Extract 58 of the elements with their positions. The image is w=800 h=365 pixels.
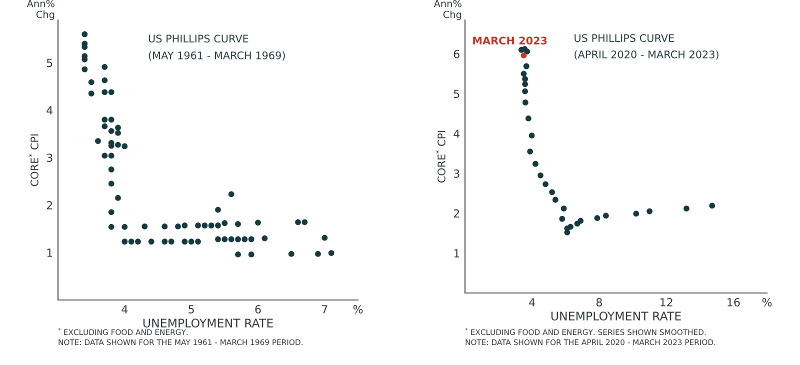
point (525, 115, 532, 122)
point (568, 224, 574, 230)
point (578, 218, 584, 224)
y-tick-label: 4 (46, 106, 53, 114)
point (532, 160, 538, 167)
point (559, 216, 566, 222)
x-tick-label: 6 (255, 305, 261, 314)
x-tick-label: 7 (322, 305, 328, 314)
y-tick-label: 3 (46, 154, 52, 162)
point (552, 196, 558, 203)
y-axis-title: CORE$^{*}$ CPI (28, 134, 38, 186)
point (520, 52, 527, 58)
text: (MAY 1961 - MARCH 1969) (148, 51, 285, 61)
point (528, 132, 535, 139)
point (524, 48, 530, 54)
point (646, 208, 652, 214)
point (560, 206, 567, 212)
point (538, 172, 544, 178)
x-tick-label: 16 (728, 298, 740, 306)
x-axis-title: UNEMPLOYMENT RATE (143, 318, 273, 328)
point (522, 100, 528, 106)
point (602, 212, 609, 219)
y-tick-label: 3 (454, 169, 460, 178)
text: Ann% Chg (26, 0, 54, 20)
text: US PHILLIPS CURVE (574, 34, 674, 42)
point (520, 70, 527, 77)
point (549, 189, 556, 196)
x-tick-label: % (762, 298, 772, 306)
point (709, 202, 716, 209)
y-tick-label: 5 (46, 58, 52, 68)
text: Ann% Chg (434, 0, 462, 20)
y-tick-label: 2 (454, 209, 460, 218)
point (522, 81, 528, 88)
point (522, 76, 528, 82)
y-axis-title: CORE$^{*}$ CPI (436, 130, 446, 183)
y-tick-label: 1 (454, 249, 460, 258)
point (523, 63, 530, 70)
x-tick-label: 5 (188, 305, 194, 314)
point (633, 210, 640, 217)
y-tick-label: 5 (454, 90, 460, 98)
x-tick-label: 12 (660, 298, 672, 306)
text: US PHILLIPS CURVE (148, 34, 248, 43)
point (527, 148, 534, 154)
x-tick-label: % (353, 305, 363, 314)
y-tick-label: 1 (47, 248, 52, 257)
y-tick-label: 4 (454, 130, 460, 138)
annotation: MARCH 2023 (473, 36, 547, 45)
point (542, 181, 548, 188)
point (522, 88, 528, 94)
point (684, 206, 690, 212)
x-axis-title: UNEMPLOYMENT RATE (551, 312, 681, 321)
x-tick-label: 4 (122, 305, 128, 314)
x-tick-label: 4 (529, 298, 536, 306)
text: (APRIL 2020 - MARCH 2023) (574, 50, 718, 60)
point (594, 215, 600, 222)
y-tick-label: 6 (454, 50, 460, 58)
x-tick-label: 8 (596, 298, 602, 306)
y-tick-label: 2 (46, 201, 52, 210)
